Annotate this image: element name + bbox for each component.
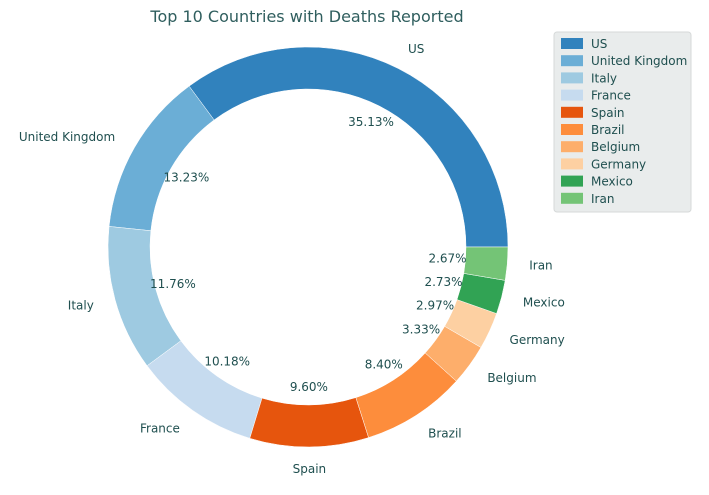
- slice-iran: [463, 246, 509, 281]
- percent-label: 2.97%: [416, 299, 454, 313]
- slices-group: [107, 46, 509, 448]
- legend-swatch: [561, 55, 583, 67]
- percent-label: 35.13%: [348, 115, 394, 129]
- category-label: Mexico: [523, 296, 565, 310]
- legend-swatch: [561, 124, 583, 135]
- percent-label: 2.67%: [428, 252, 466, 266]
- legend-label: France: [591, 89, 631, 103]
- legend-label: Spain: [591, 106, 625, 120]
- category-label: France: [140, 421, 180, 435]
- legend-label: Germany: [591, 157, 646, 171]
- percent-label: 13.23%: [164, 171, 210, 185]
- legend-label: Iran: [591, 192, 614, 206]
- slice-spain: [249, 397, 369, 448]
- legend-label: US: [591, 37, 607, 51]
- category-label: United Kingdom: [19, 130, 115, 144]
- legend-swatch: [561, 158, 583, 170]
- category-label: Brazil: [428, 427, 462, 441]
- legend-label: Brazil: [591, 123, 625, 137]
- legend-swatch: [561, 72, 583, 84]
- category-label: Italy: [68, 298, 94, 312]
- percent-label: 8.40%: [365, 358, 403, 372]
- category-label: Iran: [529, 259, 552, 273]
- category-label: Germany: [510, 333, 565, 347]
- legend-swatch: [561, 38, 583, 49]
- chart-title: Top 10 Countries with Deaths Reported: [149, 7, 463, 26]
- labels-group: US 35.13% United Kingdom 13.23% Italy 11.76% F…: [19, 42, 565, 476]
- slice-us: [188, 46, 509, 248]
- legend-label: United Kingdom: [591, 54, 687, 68]
- percent-label: 3.33%: [402, 323, 440, 337]
- percent-label: 11.76%: [150, 277, 196, 291]
- percent-label: 9.60%: [290, 380, 328, 394]
- legend-swatch: [561, 175, 583, 187]
- legend-label: Mexico: [591, 175, 633, 189]
- legend-swatch: [561, 89, 583, 101]
- legend-label: Belgium: [591, 140, 640, 154]
- legend-swatch: [561, 141, 583, 153]
- category-label: Spain: [293, 462, 327, 476]
- percent-label: 2.73%: [424, 275, 462, 289]
- legend: US United Kingdom Italy France Spain Brazil Be…: [553, 31, 692, 213]
- slice-italy: [107, 226, 182, 367]
- category-label: Belgium: [487, 371, 536, 385]
- legend-swatch: [561, 192, 583, 204]
- category-label: US: [408, 42, 424, 56]
- legend-box: [553, 31, 692, 213]
- percent-label: 10.18%: [204, 354, 250, 368]
- legend-swatch: [561, 106, 583, 118]
- slice-united-kingdom: [108, 85, 215, 232]
- legend-label: Italy: [591, 71, 617, 85]
